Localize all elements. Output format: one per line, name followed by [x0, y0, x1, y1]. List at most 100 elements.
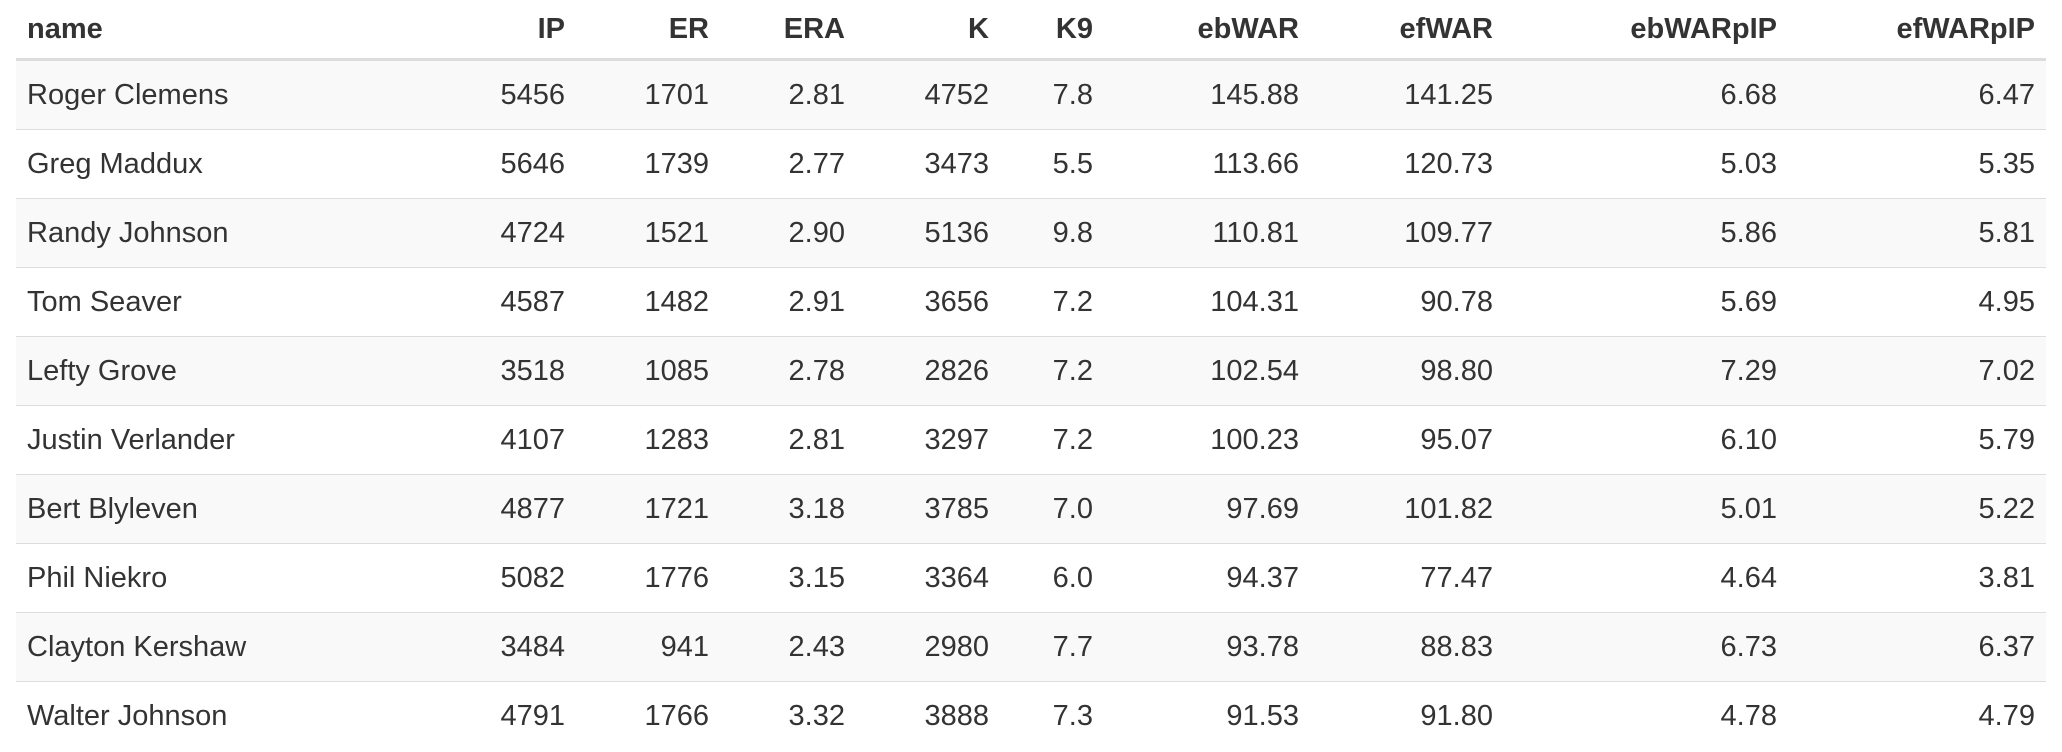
cell-ebwar: 97.69: [1104, 474, 1310, 544]
cell-er: 1766: [576, 681, 720, 750]
column-header-ebwar: ebWAR: [1104, 0, 1310, 61]
cell-ebwarpip: 5.01: [1504, 474, 1788, 544]
cell-ip: 4107: [436, 405, 576, 475]
column-header-k: K: [856, 0, 1000, 61]
cell-efwarpip: 6.37: [1788, 612, 2046, 682]
cell-efwarpip: 3.81: [1788, 543, 2046, 613]
cell-k9: 7.3: [1000, 681, 1104, 750]
cell-er: 1283: [576, 405, 720, 475]
cell-efwar: 101.82: [1310, 474, 1504, 544]
cell-k: 3473: [856, 129, 1000, 199]
cell-k9: 6.0: [1000, 543, 1104, 613]
cell-er: 1701: [576, 59, 720, 130]
table-body: Roger Clemens 5456 1701 2.81 4752 7.8 14…: [16, 59, 2046, 750]
cell-efwar: 98.80: [1310, 336, 1504, 406]
column-header-k9: K9: [1000, 0, 1104, 61]
cell-k9: 7.2: [1000, 405, 1104, 475]
cell-name: Roger Clemens: [16, 59, 436, 130]
cell-efwar: 120.73: [1310, 129, 1504, 199]
cell-efwarpip: 5.35: [1788, 129, 2046, 199]
cell-er: 941: [576, 612, 720, 682]
cell-ip: 4587: [436, 267, 576, 337]
cell-ebwarpip: 6.68: [1504, 59, 1788, 130]
cell-k: 3297: [856, 405, 1000, 475]
cell-era: 2.90: [720, 198, 856, 268]
cell-er: 1521: [576, 198, 720, 268]
cell-er: 1776: [576, 543, 720, 613]
table-row: Tom Seaver 4587 1482 2.91 3656 7.2 104.3…: [16, 267, 2046, 337]
table-row: Clayton Kershaw 3484 941 2.43 2980 7.7 9…: [16, 612, 2046, 682]
column-header-efwar: efWAR: [1310, 0, 1504, 61]
table-row: Phil Niekro 5082 1776 3.15 3364 6.0 94.3…: [16, 543, 2046, 613]
cell-ebwarpip: 6.73: [1504, 612, 1788, 682]
table-row: Lefty Grove 3518 1085 2.78 2826 7.2 102.…: [16, 336, 2046, 406]
column-header-name: name: [16, 0, 436, 61]
cell-name: Randy Johnson: [16, 198, 436, 268]
column-header-ip: IP: [436, 0, 576, 61]
cell-efwar: 77.47: [1310, 543, 1504, 613]
column-header-ebwarpip: ebWARpIP: [1504, 0, 1788, 61]
cell-k: 2980: [856, 612, 1000, 682]
pitcher-stats-table: name IP ER ERA K K9 ebWAR efWAR ebWARpIP…: [16, 0, 2046, 750]
cell-k9: 7.7: [1000, 612, 1104, 682]
cell-ip: 3518: [436, 336, 576, 406]
cell-efwar: 88.83: [1310, 612, 1504, 682]
cell-efwarpip: 5.79: [1788, 405, 2046, 475]
cell-ebwarpip: 4.64: [1504, 543, 1788, 613]
cell-ebwar: 145.88: [1104, 59, 1310, 130]
table-row: Randy Johnson 4724 1521 2.90 5136 9.8 11…: [16, 198, 2046, 268]
column-header-efwarpip: efWARpIP: [1788, 0, 2046, 61]
table-header-row: name IP ER ERA K K9 ebWAR efWAR ebWARpIP…: [16, 0, 2046, 61]
cell-efwar: 141.25: [1310, 59, 1504, 130]
cell-name: Lefty Grove: [16, 336, 436, 406]
cell-er: 1721: [576, 474, 720, 544]
cell-ebwarpip: 4.78: [1504, 681, 1788, 750]
cell-name: Tom Seaver: [16, 267, 436, 337]
cell-k: 3888: [856, 681, 1000, 750]
cell-ebwarpip: 5.03: [1504, 129, 1788, 199]
table-row: Roger Clemens 5456 1701 2.81 4752 7.8 14…: [16, 59, 2046, 130]
cell-era: 3.18: [720, 474, 856, 544]
cell-ebwar: 102.54: [1104, 336, 1310, 406]
table-row: Greg Maddux 5646 1739 2.77 3473 5.5 113.…: [16, 129, 2046, 199]
cell-k9: 5.5: [1000, 129, 1104, 199]
cell-efwarpip: 4.95: [1788, 267, 2046, 337]
cell-k9: 7.8: [1000, 59, 1104, 130]
cell-ebwar: 93.78: [1104, 612, 1310, 682]
cell-era: 2.77: [720, 129, 856, 199]
cell-k: 3656: [856, 267, 1000, 337]
table-row: Walter Johnson 4791 1766 3.32 3888 7.3 9…: [16, 681, 2046, 750]
cell-efwar: 95.07: [1310, 405, 1504, 475]
cell-era: 3.32: [720, 681, 856, 750]
cell-ebwar: 94.37: [1104, 543, 1310, 613]
cell-ip: 4791: [436, 681, 576, 750]
cell-ebwar: 104.31: [1104, 267, 1310, 337]
cell-ebwar: 110.81: [1104, 198, 1310, 268]
cell-ebwarpip: 5.69: [1504, 267, 1788, 337]
cell-k: 5136: [856, 198, 1000, 268]
cell-efwarpip: 6.47: [1788, 59, 2046, 130]
cell-ip: 5082: [436, 543, 576, 613]
cell-k9: 7.0: [1000, 474, 1104, 544]
cell-ebwarpip: 5.86: [1504, 198, 1788, 268]
cell-name: Greg Maddux: [16, 129, 436, 199]
cell-er: 1482: [576, 267, 720, 337]
cell-ip: 3484: [436, 612, 576, 682]
cell-era: 2.81: [720, 405, 856, 475]
cell-ip: 4877: [436, 474, 576, 544]
column-header-er: ER: [576, 0, 720, 61]
cell-name: Clayton Kershaw: [16, 612, 436, 682]
cell-era: 2.91: [720, 267, 856, 337]
cell-k9: 7.2: [1000, 336, 1104, 406]
cell-era: 2.78: [720, 336, 856, 406]
cell-ip: 5456: [436, 59, 576, 130]
cell-name: Walter Johnson: [16, 681, 436, 750]
cell-k9: 9.8: [1000, 198, 1104, 268]
cell-k: 3785: [856, 474, 1000, 544]
cell-name: Bert Blyleven: [16, 474, 436, 544]
cell-ip: 4724: [436, 198, 576, 268]
cell-era: 3.15: [720, 543, 856, 613]
cell-efwarpip: 5.81: [1788, 198, 2046, 268]
cell-ebwar: 100.23: [1104, 405, 1310, 475]
